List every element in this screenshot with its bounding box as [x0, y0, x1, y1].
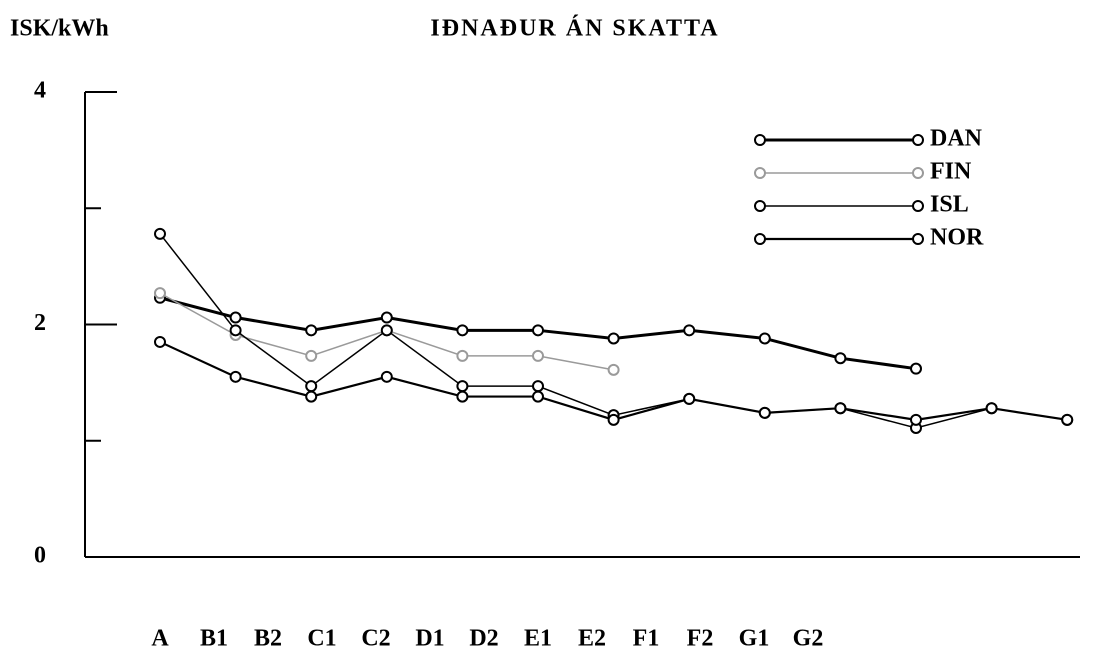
data-point: [380, 311, 393, 324]
data-point: [683, 392, 696, 405]
data-point: [305, 390, 318, 403]
data-point: [532, 390, 544, 403]
data-point: [380, 324, 393, 337]
legend-marker: [912, 200, 924, 212]
x-tick-label: G2: [793, 626, 824, 652]
x-tick-label: D1: [415, 626, 444, 652]
legend-marker: [754, 134, 766, 146]
x-tick-label: G1: [739, 626, 770, 652]
data-point: [456, 390, 469, 403]
data-point: [305, 349, 318, 362]
data-point: [607, 363, 620, 376]
data-point: [532, 349, 544, 362]
legend-marker: [912, 134, 924, 146]
x-tick-label: F2: [687, 626, 714, 652]
chart-title: IÐNAÐUR ÁN SKATTA: [430, 16, 719, 42]
data-point: [910, 413, 922, 426]
data-point: [532, 380, 544, 393]
data-point: [607, 413, 620, 426]
x-tick-label: E1: [524, 626, 552, 652]
series-line: [159, 340, 1068, 421]
x-tick-label: E2: [578, 626, 606, 652]
data-point: [229, 370, 242, 383]
data-point: [456, 324, 469, 337]
x-tick-label: B1: [200, 626, 228, 652]
data-point: [758, 332, 771, 345]
data-point: [985, 402, 998, 415]
y-tick-label: 0: [34, 543, 46, 569]
data-point: [380, 370, 393, 383]
data-point: [834, 402, 847, 415]
data-point: [532, 324, 544, 337]
data-point: [607, 332, 620, 345]
data-point: [456, 349, 469, 362]
data-point: [1061, 413, 1074, 426]
data-point: [229, 324, 242, 337]
data-point: [834, 352, 847, 365]
legend-marker: [912, 233, 924, 245]
legend-marker: [754, 233, 766, 245]
data-point: [758, 406, 771, 419]
x-tick-label: B2: [254, 626, 282, 652]
legend-marker: [754, 167, 766, 179]
data-point: [154, 287, 166, 300]
data-point: [305, 380, 318, 393]
x-tick-label: D2: [469, 626, 498, 652]
data-point: [305, 324, 318, 337]
y-tick-label: 4: [34, 78, 46, 104]
data-point: [683, 324, 696, 337]
y-axis-label: ISK/kWh: [10, 16, 109, 42]
x-tick-label: C1: [307, 626, 336, 652]
legend-label: NOR: [930, 225, 984, 251]
legend-label: FIN: [930, 159, 972, 185]
legend-marker: [754, 200, 766, 212]
x-tick-label: A: [151, 626, 169, 652]
data-point: [154, 227, 166, 240]
data-point: [229, 311, 242, 324]
series-line: [159, 233, 1068, 429]
data-point: [154, 335, 166, 348]
legend-label: ISL: [930, 192, 969, 218]
y-tick-label: 2: [34, 310, 46, 336]
data-point: [456, 380, 469, 393]
legend-label: DAN: [930, 126, 983, 152]
data-point: [910, 362, 922, 375]
x-tick-label: F1: [633, 626, 660, 652]
legend-marker: [912, 167, 924, 179]
x-tick-label: C2: [361, 626, 390, 652]
